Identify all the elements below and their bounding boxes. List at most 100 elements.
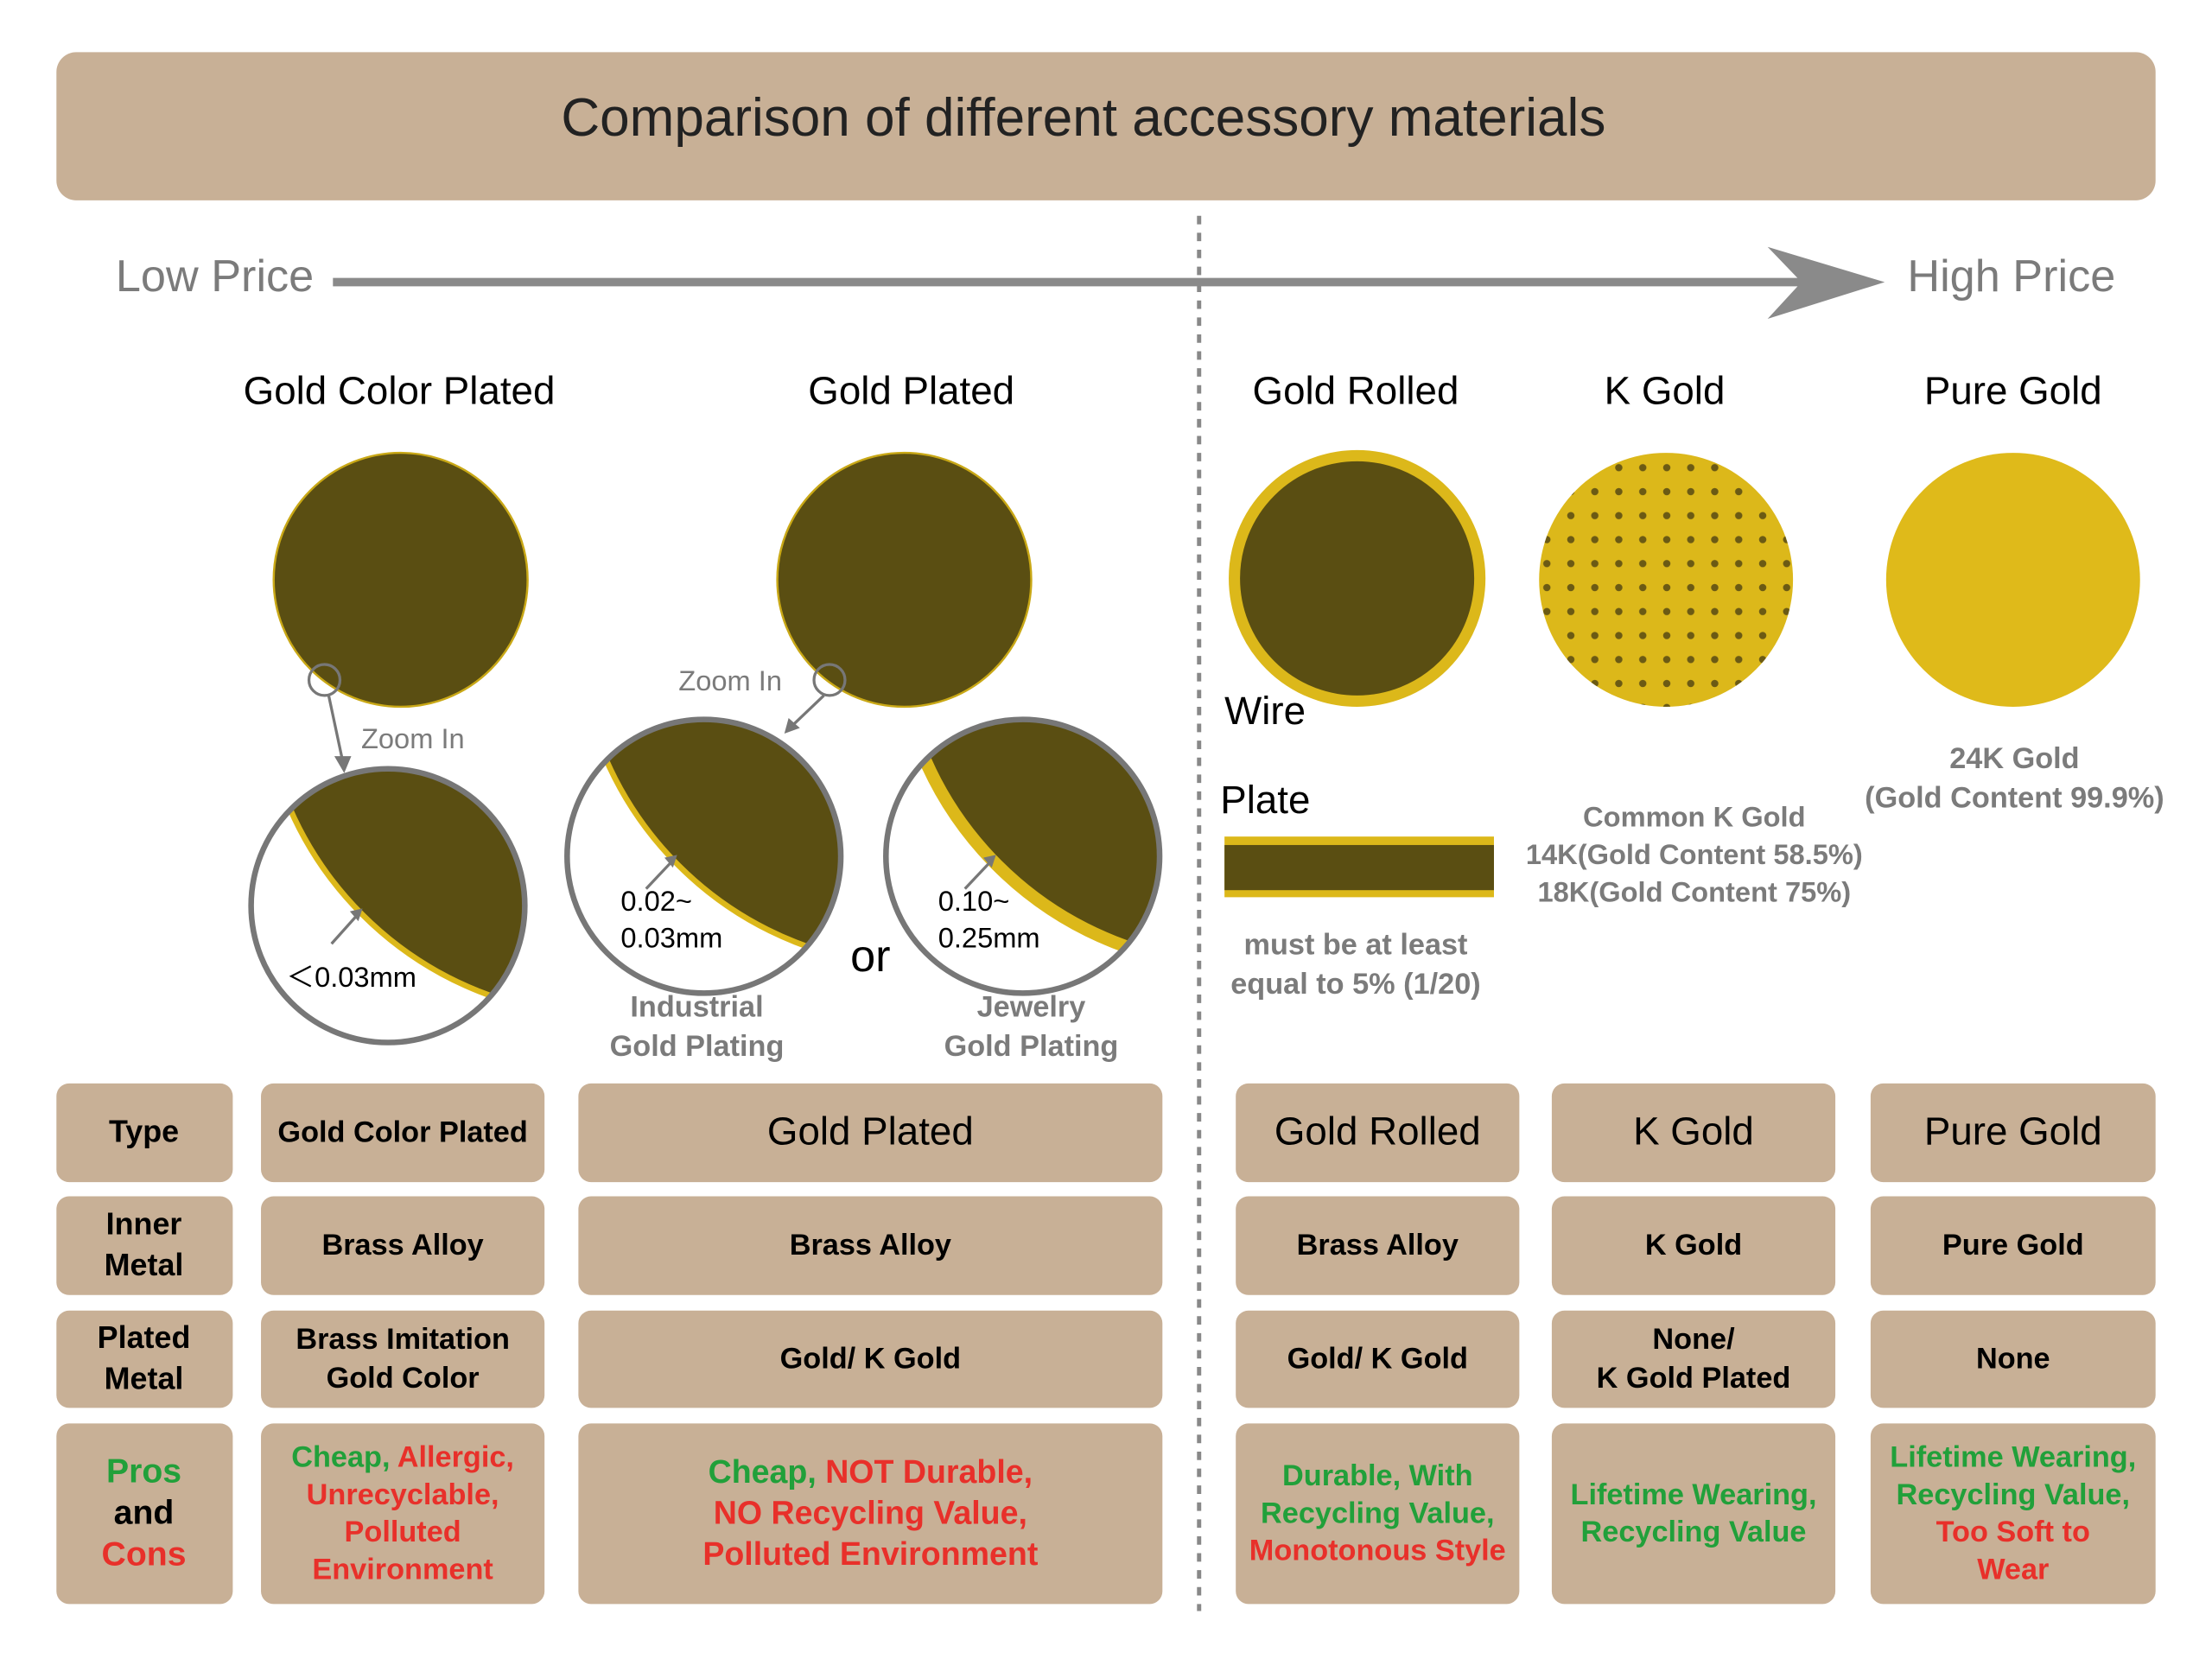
- text-line: Lifetime Wearing,: [1890, 1441, 2136, 1474]
- caption: Industrial Gold Plating: [610, 990, 785, 1063]
- text-line: Inner: [106, 1206, 182, 1242]
- cell-text: Gold/ K Gold: [780, 1343, 961, 1376]
- table-cell: [1870, 1083, 2156, 1183]
- material-name: K Gold: [1605, 369, 1726, 413]
- text-line: Metal: [105, 1361, 184, 1396]
- text-line: Brass Alloy: [321, 1229, 483, 1262]
- text-line: Industrial: [630, 990, 763, 1023]
- cell-text: None: [1976, 1343, 2050, 1376]
- text-segment: Polluted: [345, 1516, 461, 1548]
- text-line: Gold/ K Gold: [1287, 1343, 1468, 1376]
- text-line: Type: [109, 1114, 179, 1149]
- table-cell: [1551, 1423, 1836, 1605]
- cell-text: Gold/ K Gold: [1287, 1343, 1468, 1376]
- row-header-cell: [56, 1310, 233, 1408]
- thickness-label: 0.02~ 0.03mm: [620, 885, 722, 953]
- cell-text: Pure Gold: [1924, 1109, 2102, 1154]
- table-cell: [578, 1083, 1163, 1183]
- text-line: 14K(Gold Content 58.5%): [1526, 838, 1863, 870]
- text-line: Plate: [1220, 778, 1310, 822]
- row-header-cell: [56, 1196, 233, 1295]
- text-line: or: [850, 931, 890, 982]
- text-line: equal to 5% (1/20): [1230, 968, 1480, 1001]
- table-cell: [1870, 1196, 2156, 1295]
- text-line: Jewelry: [977, 990, 1086, 1023]
- or-label: or: [850, 931, 890, 982]
- row-header: Type: [109, 1114, 179, 1149]
- text-line: K Gold: [1605, 369, 1726, 413]
- thickness-label: ＜0.03mm: [286, 961, 416, 993]
- material-name: Gold Rolled: [1253, 369, 1459, 413]
- text-line: Recycling Value,: [1897, 1478, 2130, 1511]
- row-header-cell: [56, 1423, 233, 1605]
- text-line: Brass Alloy: [1297, 1229, 1459, 1262]
- text-line: Gold Color: [327, 1362, 480, 1395]
- text-line: Gold Plating: [944, 1030, 1119, 1063]
- row-header: Pros and Cons: [102, 1453, 187, 1573]
- zoom-label: Zoom In: [361, 722, 465, 754]
- k-gold-dots: [1539, 453, 1794, 707]
- cell-text: Brass Imitation Gold Color: [296, 1323, 510, 1395]
- text-segment: Polluted Environment: [702, 1535, 1039, 1572]
- row-header: Plated Metal: [98, 1320, 191, 1396]
- text-segment: NO Recycling Value,: [714, 1494, 1027, 1530]
- text-segment: Pros: [106, 1453, 181, 1491]
- text-line: Zoom In: [678, 664, 782, 696]
- text-line: Pure Gold: [1924, 369, 2102, 413]
- caption: Jewelry Gold Plating: [944, 990, 1119, 1063]
- cell-text: K Gold: [1645, 1229, 1742, 1262]
- text-segment: and: [114, 1495, 175, 1532]
- text-line: Brass Alloy: [790, 1229, 951, 1262]
- text-line: Unrecyclable,: [307, 1478, 499, 1511]
- high-price: High Price: [1907, 251, 2115, 302]
- text-line: Cheap, NOT Durable,: [709, 1453, 1033, 1490]
- table-cell: [261, 1083, 545, 1183]
- text-segment: Recycling Value: [1581, 1516, 1807, 1548]
- text-line: and: [114, 1495, 175, 1532]
- text-segment: Wear: [1977, 1553, 2049, 1586]
- text-segment: Cheap,: [291, 1441, 390, 1474]
- cell-text: Lifetime Wearing, Recycling Value, Too Sof…: [1890, 1441, 2136, 1586]
- gold-plated-illustration: [564, 451, 1163, 996]
- cell-text: Brass Alloy: [790, 1229, 951, 1262]
- table-cell: [261, 1196, 545, 1295]
- pure-gold-circle: [1885, 453, 2140, 707]
- text-segment: Unrecyclable,: [307, 1478, 499, 1511]
- text-segment: Allergic,: [391, 1441, 514, 1474]
- text-line: Gold Rolled: [1274, 1109, 1481, 1154]
- cell-text: Brass Alloy: [1297, 1229, 1459, 1262]
- text-line: Gold Plated: [808, 369, 1014, 413]
- text-line: Recycling Value,: [1261, 1497, 1494, 1530]
- table-cell: [1870, 1310, 2156, 1408]
- cell-text: Durable, With Recycling Value, Monotonous …: [1249, 1459, 1506, 1567]
- text-line: Pros: [106, 1453, 181, 1491]
- text-line: Wire: [1224, 689, 1306, 733]
- table-cell: [578, 1423, 1163, 1605]
- text-line: Gold Plating: [610, 1030, 785, 1063]
- table-cell: [1551, 1083, 1836, 1183]
- text-line: Lifetime Wearing,: [1571, 1478, 1817, 1511]
- text-line: Monotonous Style: [1249, 1535, 1506, 1567]
- low-price: Low Price: [116, 251, 314, 302]
- text-line: 18K(Gold Content 75%): [1537, 875, 1851, 907]
- text-line: 24K Gold: [1949, 742, 2079, 775]
- text-segment: Lifetime Wearing,: [1890, 1441, 2136, 1474]
- text-segment: Cons: [102, 1536, 187, 1573]
- table-cell: [578, 1310, 1163, 1408]
- cell-text: K Gold: [1633, 1109, 1754, 1154]
- text-line: Durable, With: [1282, 1459, 1473, 1492]
- cell-text: Lifetime Wearing, Recycling Value: [1571, 1478, 1817, 1548]
- gold-rolled-illustration: [1224, 449, 1494, 898]
- text-line: Gold/ K Gold: [780, 1343, 961, 1376]
- text-segment: Environment: [312, 1553, 493, 1586]
- table-cell: [578, 1196, 1163, 1295]
- material-name: Gold Color Plated: [244, 369, 556, 413]
- cell-text: Gold Rolled: [1274, 1109, 1481, 1154]
- cell-text: Gold Color Plated: [277, 1116, 527, 1149]
- text-line: 0.03mm: [620, 921, 722, 953]
- text-line: Polluted Environment: [702, 1535, 1039, 1572]
- text-line: Environment: [312, 1553, 493, 1586]
- text-segment: Recycling Value,: [1897, 1478, 2130, 1511]
- text-line: Pure Gold: [1924, 1109, 2102, 1154]
